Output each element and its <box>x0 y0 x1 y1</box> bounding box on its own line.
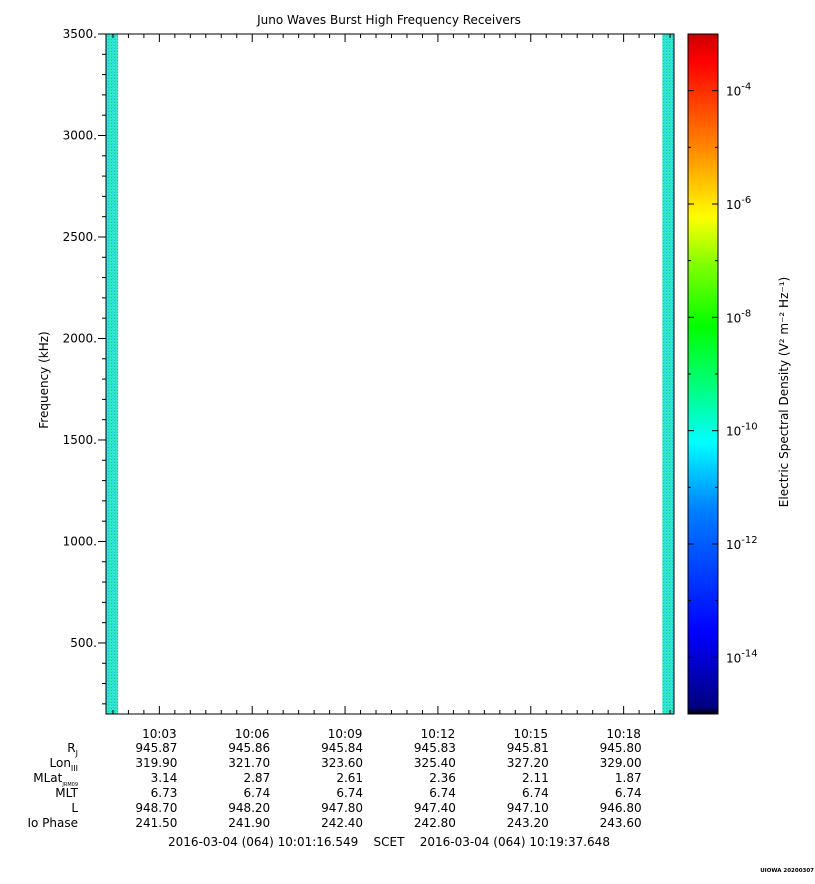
ephemeris-row-label: LonIII <box>50 756 79 773</box>
y-tick-label: 500. <box>70 636 97 650</box>
colorbar-label: Electric Spectral Density (V² m⁻² Hz⁻¹) <box>777 277 791 507</box>
ephemeris-value: 945.80 <box>600 741 642 755</box>
ephemeris-value: 945.86 <box>228 741 270 755</box>
colorbar-tick-label: 10-14 <box>726 648 758 665</box>
y-tick-label: 2500. <box>63 230 97 244</box>
ephemeris-value: 241.50 <box>135 816 177 830</box>
ephemeris-row-label: RJ <box>67 741 78 758</box>
ephemeris-value: 948.70 <box>135 801 177 815</box>
ephemeris-value: 3.14 <box>151 771 178 785</box>
colorbar-tick-label: 10-10 <box>726 422 758 439</box>
y-axis: 500. 1000. 1500. 2000. 2500. 3000. 3500. <box>63 27 106 705</box>
ephemeris-value: 6.74 <box>615 786 642 800</box>
data-column-1 <box>106 34 119 714</box>
ephemeris-value: 945.87 <box>135 741 177 755</box>
ephemeris-value: 945.83 <box>414 741 456 755</box>
x-tick-label: 10:18 <box>606 727 641 741</box>
ephemeris-value: 6.74 <box>522 786 549 800</box>
ephemeris-value: 2.61 <box>336 771 363 785</box>
ephemeris-value: 319.90 <box>135 756 177 770</box>
colorbar-tick-label: 10-8 <box>726 308 751 325</box>
ephemeris-value: 327.20 <box>507 756 549 770</box>
ephemeris-value: 242.80 <box>414 816 456 830</box>
data-column-2 <box>662 34 674 714</box>
ephemeris-value: 2.11 <box>522 771 549 785</box>
ephemeris-value: 947.10 <box>507 801 549 815</box>
ephemeris-value: 6.74 <box>336 786 363 800</box>
ephemeris-value: 2.36 <box>429 771 456 785</box>
colorbar-tick-label: 10-6 <box>726 195 751 212</box>
ephemeris-value: 945.81 <box>507 741 549 755</box>
credit-label: UIOWA 20200307 <box>760 868 814 874</box>
ephemeris-value: 241.90 <box>228 816 270 830</box>
time-range-text: 2016-03-04 (064) 10:01:16.549 SCET 2016-… <box>168 835 610 849</box>
ephemeris-value: 242.40 <box>321 816 363 830</box>
y-tick-label: 3000. <box>63 128 97 142</box>
heatmap-layer <box>106 34 674 714</box>
ephemeris-value: 325.40 <box>414 756 456 770</box>
chart-title: Juno Waves Burst High Frequency Receiver… <box>256 13 521 27</box>
ephemeris-value: 947.40 <box>414 801 456 815</box>
ephemeris-value: 946.80 <box>600 801 642 815</box>
ephemeris-value: 1.87 <box>615 771 642 785</box>
colorbar <box>687 33 719 715</box>
colorbar-tick-label: 10-12 <box>726 535 758 552</box>
ephemeris-value: 948.20 <box>228 801 270 815</box>
ephemeris-row-label: MLT <box>55 786 78 800</box>
ephemeris-value: 329.00 <box>600 756 642 770</box>
ephemeris-value: 945.84 <box>321 741 363 755</box>
y-axis-label: Frequency (kHz) <box>37 331 51 428</box>
ephemeris-table: RJ 945.87 945.86 945.84 945.83 945.81 945.80 Lo… <box>27 741 641 830</box>
x-tick-label: 10:15 <box>513 727 548 741</box>
ephemeris-value: 321.70 <box>228 756 270 770</box>
ephemeris-value: 243.20 <box>507 816 549 830</box>
ephemeris-value: 947.80 <box>321 801 363 815</box>
y-tick-label: 1000. <box>63 534 97 548</box>
ephemeris-value: 6.73 <box>151 786 178 800</box>
colorbar-tick-label: 10-4 <box>726 82 751 99</box>
y-tick-label: 2000. <box>63 331 97 345</box>
x-tick-label: 10:03 <box>142 727 177 741</box>
ephemeris-value: 243.60 <box>600 816 642 830</box>
x-tick-label: 10:09 <box>328 727 363 741</box>
ephemeris-row-label: L <box>71 801 78 815</box>
ephemeris-value: 2.87 <box>243 771 270 785</box>
y-tick-label: 3500. <box>63 27 97 41</box>
x-tick-label: 10:06 <box>235 727 270 741</box>
x-tick-label: 10:12 <box>421 727 456 741</box>
plot-frame <box>105 33 675 715</box>
ephemeris-value: 323.60 <box>321 756 363 770</box>
ephemeris-row-label: Io Phase <box>27 816 78 830</box>
ephemeris-value: 6.74 <box>243 786 270 800</box>
y-tick-label: 1500. <box>63 433 97 447</box>
x-axis: 10:03 10:06 10:09 10:12 10:15 10:18 <box>112 34 671 741</box>
ephemeris-value: 6.74 <box>429 786 456 800</box>
